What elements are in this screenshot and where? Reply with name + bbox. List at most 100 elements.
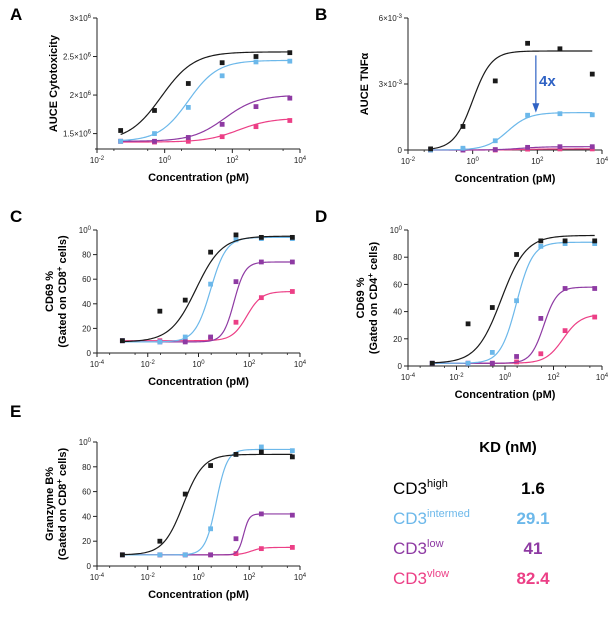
x-tick-label: 104 [294,573,307,582]
y-tick-label: 60 [393,280,402,289]
chart-E-plot: 10-4 10-2 100 102 104 0 20 40 60 80 100 Concentrati… [44,438,307,601]
y-tick-label: 40 [82,512,91,521]
x-tick-label: 10-4 [90,573,105,582]
data-point-CD3vlow [592,314,598,320]
data-point-CD3vlow [219,134,225,140]
y-axis-title: AUCE TNFα [359,53,371,116]
y-axis-title: Granzyme B% [44,467,56,541]
data-point-CD3vlow [289,545,295,550]
data-point-CD3intermed [182,552,188,558]
y-tick-label: 80 [82,251,91,260]
panel-letter-C: C [10,207,22,226]
data-point-CD3high [525,40,530,46]
fit-curve-CD3intermed [122,448,293,556]
y-tick-label: 60 [82,488,91,497]
data-point-CD3high [489,305,495,310]
data-point-CD3vlow [287,118,293,123]
panel-letter-E: E [10,402,21,421]
data-point-CD3high [157,538,163,544]
y-axis-subtitle: (Gated on CD8+ cells) [55,235,69,348]
kd-row-name-CD3intermed: CD3intermed [393,508,470,528]
data-point-CD3low [258,511,264,517]
data-point-CD3intermed [562,241,568,246]
x-tick-label: 100 [192,573,205,582]
data-point-CD3low [208,552,214,558]
x-axis-title: Concentration (pM) [148,172,249,184]
panel-C: C 10-4 10-2 100 102 104 0 20 40 60 80 100 Concentra… [10,207,307,388]
data-point-CD3intermed [118,138,124,144]
data-point-CD3high [538,238,544,244]
chart-A-plot: 10-2 100 102 104 1.5×106 2×106 2.5×106 3×106 Con… [48,14,307,184]
fit-curve-CD3intermed [122,236,293,343]
y-tick-label: 80 [82,463,91,472]
kd-row-name-CD3low: CD3low [393,538,444,558]
y-tick-label: 80 [393,253,402,262]
data-point-CD3intermed [258,444,264,450]
x-axis-title: Concentration (pM) [148,376,249,388]
kd-row-value-CD3intermed: 29.1 [516,509,549,528]
kd-row-value-CD3high: 1.6 [521,479,545,498]
y-tick-label: 20 [393,335,402,344]
data-point-CD3high [258,449,264,455]
data-point-CD3high [118,128,124,133]
x-tick-label: 104 [596,157,609,166]
data-point-CD3high [152,108,157,113]
data-point-CD3low [185,135,191,140]
data-point-CD3intermed [233,237,239,243]
fit-curve-CD3high [122,235,293,343]
panel-B: B 10-2 100 102 104 0 3×10-3 6×10-3 Concentratio… [315,5,609,185]
x-tick-label: 10-4 [401,373,416,382]
data-point-CD3high [208,249,214,255]
data-point-CD3low [592,286,598,291]
x-tick-label: 10-4 [90,360,105,369]
data-point-CD3high [233,232,239,238]
data-point-CD3intermed [465,360,471,366]
data-point-CD3high [253,54,259,59]
x-tick-label: 100 [499,373,512,382]
data-point-CD3intermed [592,241,598,246]
y-axis-title: CD69 % [355,277,367,318]
data-point-CD3intermed [489,350,495,355]
data-point-CD3high [289,454,295,460]
data-point-CD3vlow [538,351,544,357]
data-point-CD3vlow [562,328,568,334]
data-point-CD3low [492,147,498,152]
y-tick-label: 3×106 [70,14,92,23]
data-point-CD3vlow [253,124,259,130]
data-point-CD3low [289,259,295,265]
data-point-CD3intermed [182,334,188,340]
x-axis-title: Concentration (pM) [455,173,556,185]
data-point-CD3vlow [233,551,239,556]
chart-B-plot: 10-2 100 102 104 0 3×10-3 6×10-3 Concentration … [359,14,609,185]
x-tick-label: 10-2 [90,156,105,165]
data-point-CD3low [287,95,293,101]
data-point-CD3intermed [208,281,214,287]
data-point-CD3low [253,104,259,110]
y-tick-label: 6×10-3 [379,14,403,23]
fit-curve-CD3vlow [432,315,595,364]
data-point-CD3intermed [157,339,163,345]
data-point-CD3high [287,50,293,56]
data-point-CD3high [208,463,214,468]
data-point-CD3high [185,81,191,86]
x-tick-label: 102 [243,573,256,582]
y-tick-label: 100 [79,226,92,235]
fit-curve-CD3vlow [122,546,293,556]
data-point-CD3high [157,308,163,314]
panel-letter-A: A [10,5,22,24]
x-tick-label: 104 [294,360,307,369]
panel-D: D 10-4 10-2 100 102 104 0 20 40 60 80 100 Concentra… [315,207,609,401]
data-point-CD3high [562,238,568,244]
x-tick-label: 102 [226,156,239,165]
data-point-CD3low [219,121,225,127]
x-tick-label: 10-2 [141,360,156,369]
x-axis-title: Concentration (pM) [148,589,249,601]
data-point-CD3high [465,321,471,327]
fit-curve-CD3high [430,50,593,150]
panel-A: A 10-2 100 102 104 1.5×106 2×106 2.5×106 3×106 C… [10,5,307,184]
data-point-CD3high [119,338,125,344]
chart-C-plot: 10-4 10-2 100 102 104 0 20 40 60 80 100 Concentrati… [44,226,307,388]
data-point-CD3low [514,354,519,359]
y-tick-label: 0 [87,562,92,571]
